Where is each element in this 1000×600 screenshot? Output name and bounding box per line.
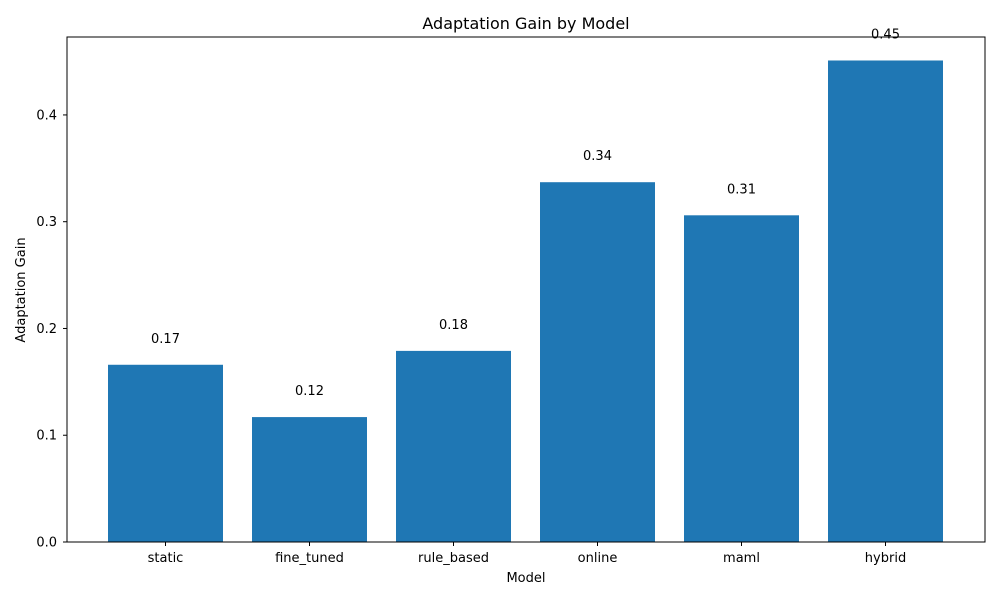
y-tick-label-2: 0.2 (36, 322, 57, 337)
y-tick-label-1: 0.1 (36, 429, 57, 444)
y-tick-label-0: 0.0 (36, 536, 57, 551)
chart-title: Adaptation Gain by Model (422, 14, 629, 33)
bars-group (108, 60, 943, 542)
bar-fine_tuned (252, 417, 367, 542)
y-tick-label-3: 0.3 (36, 215, 57, 230)
y-tick-label-4: 0.4 (36, 108, 57, 123)
x-tick-label-static: static (148, 551, 184, 566)
data-label-hybrid: 0.45 (871, 27, 900, 42)
bar-online (540, 182, 655, 542)
bar-maml (684, 215, 799, 542)
data-label-static: 0.17 (151, 332, 180, 347)
data-labels-group: 0.17 0.12 0.18 0.34 0.31 0.45 (151, 27, 900, 399)
x-tick-label-hybrid: hybrid (865, 551, 906, 566)
data-label-fine_tuned: 0.12 (295, 384, 324, 399)
bar-static (108, 364, 223, 542)
data-label-maml: 0.31 (727, 182, 756, 197)
y-axis: 0.0 0.1 0.2 0.3 0.4 (36, 108, 67, 551)
bar-rule_based (396, 350, 511, 542)
data-label-online: 0.34 (583, 149, 612, 164)
bar-hybrid (828, 60, 943, 542)
y-axis-label: Adaptation Gain (14, 237, 29, 342)
x-tick-label-maml: maml (723, 551, 760, 566)
x-tick-label-rule_based: rule_based (418, 551, 489, 566)
plot-frame (66, 36, 986, 543)
x-axis: static fine_tuned rule_based online maml hybr… (148, 542, 906, 566)
x-tick-label-online: online (578, 551, 618, 566)
data-label-rule_based: 0.18 (439, 318, 468, 333)
x-axis-label: Model (506, 571, 545, 586)
x-tick-label-fine_tuned: fine_tuned (275, 551, 344, 566)
